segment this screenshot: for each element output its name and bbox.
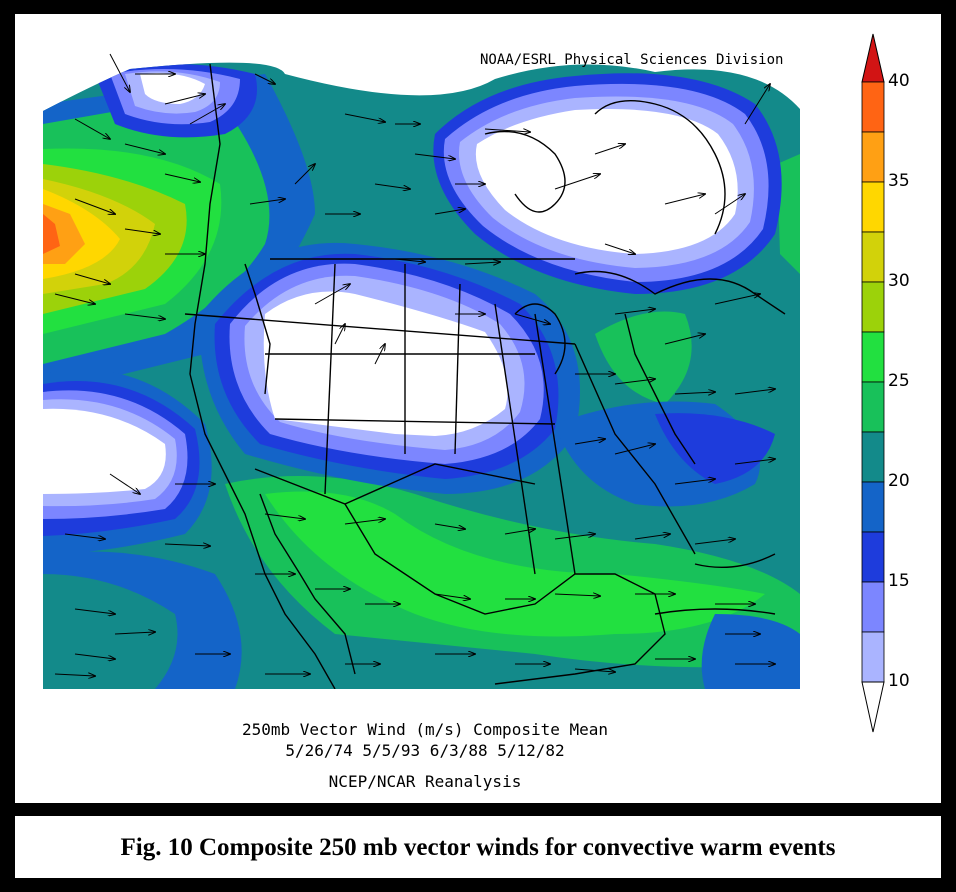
wind-vector-arrow <box>554 174 600 190</box>
wind-vector-arrow <box>714 194 745 215</box>
wind-vector-arrow <box>74 198 115 214</box>
wind-vector-arrow <box>434 523 465 529</box>
wind-vector-arrow <box>54 674 95 676</box>
wind-vector-arrow <box>744 84 770 125</box>
wind-vector-arrow <box>514 313 550 324</box>
colorbar-level <box>861 381 885 433</box>
wind-vector-arrow <box>74 653 115 659</box>
wind-vector-arrow <box>109 473 140 494</box>
wind-vector-arrow <box>249 199 285 205</box>
wind-vector-arrow <box>714 294 760 305</box>
wind-vector-arrow <box>414 153 455 159</box>
map-boundaries <box>184 63 786 690</box>
colorbar-tick-label: 25 <box>888 371 910 391</box>
colorbar <box>861 33 885 733</box>
wind-vector-arrow <box>124 228 160 234</box>
wind-vector-arrow <box>114 632 155 634</box>
colorbar-level <box>861 531 885 583</box>
wind-vector-arrow <box>164 544 210 546</box>
wind-vector-arrow <box>434 593 470 599</box>
credit-text: NOAA/ESRL Physical Sciences Division <box>480 52 784 68</box>
wind-vector-arrow <box>674 392 715 394</box>
wind-vector-arrow <box>164 94 205 105</box>
wind-vector-arrow <box>604 243 635 254</box>
wind-vector-arrow <box>254 73 275 84</box>
colorbar-level <box>861 281 885 333</box>
map-dates: 5/26/74 5/5/93 6/3/88 5/12/82 <box>285 741 565 760</box>
wind-map <box>43 53 800 690</box>
wind-vector-arrow <box>314 284 350 305</box>
wind-vector-arrow <box>554 594 600 596</box>
colorbar-min-triangle <box>861 681 885 733</box>
wind-vector-arrow <box>334 324 345 345</box>
wind-vector-arrow <box>294 164 315 185</box>
wind-speed-contours <box>43 62 800 690</box>
wind-vector-arrow <box>664 334 705 345</box>
colorbar-max-triangle <box>861 33 885 83</box>
wind-vector-arrow <box>614 309 655 315</box>
wind-vector-arrow <box>504 529 535 535</box>
figure-caption: Fig. 10 Composite 250 mb vector winds fo… <box>120 834 836 861</box>
wind-vector-arrow <box>574 669 615 672</box>
colorbar-level <box>861 81 885 133</box>
wind-vector-arrow <box>434 209 465 215</box>
map-source: NCEP/NCAR Reanalysis <box>328 772 522 791</box>
wind-vector-arrow <box>484 128 530 132</box>
wind-vector-arrow <box>74 118 110 139</box>
wind-vector-arrow <box>109 53 130 92</box>
colorbar-level <box>861 181 885 233</box>
colorbar-level <box>861 331 885 383</box>
wind-vectors <box>54 53 775 676</box>
colorbar-level <box>861 581 885 633</box>
wind-vector-arrow <box>124 313 165 319</box>
wind-vector-arrow <box>614 379 655 385</box>
wind-vector-arrow <box>634 534 670 540</box>
colorbar-level <box>861 631 885 683</box>
wind-vector-arrow <box>464 262 500 264</box>
figure-panel: NOAA/ESRL Physical Sciences Division 250… <box>15 14 941 803</box>
wind-vector-arrow <box>164 173 200 182</box>
colorbar-level <box>861 231 885 283</box>
colorbar-tick-label: 20 <box>888 471 910 491</box>
wind-vector-arrow <box>574 439 605 445</box>
wind-vector-arrow <box>694 539 735 545</box>
wind-vector-arrow <box>74 273 110 284</box>
wind-vector-arrow <box>54 293 95 304</box>
wind-vector-arrow <box>74 608 115 614</box>
wind-vector-arrow <box>394 259 425 262</box>
caption-box: Fig. 10 Composite 250 mb vector winds fo… <box>15 816 941 878</box>
wind-vector-arrow <box>124 143 165 154</box>
wind-vector-arrow <box>554 534 595 540</box>
wind-vector-arrow <box>344 519 385 525</box>
colorbar-level <box>861 131 885 183</box>
wind-vector-arrow <box>734 389 775 395</box>
colorbar-tick-label: 15 <box>888 571 910 591</box>
colorbar-tick-label: 35 <box>888 171 910 191</box>
wind-vector-arrow <box>374 183 410 189</box>
wind-vector-arrow <box>734 459 775 465</box>
wind-vector-arrow <box>264 513 305 519</box>
map-title: 250mb Vector Wind (m/s) Composite Mean <box>241 720 609 739</box>
colorbar-tick-label: 30 <box>888 271 910 291</box>
wind-vector-arrow <box>674 479 715 485</box>
colorbar-level <box>861 431 885 483</box>
colorbar-level <box>861 481 885 533</box>
wind-vector-arrow <box>664 194 705 205</box>
wind-vector-arrow <box>344 113 385 122</box>
wind-vector-arrow <box>64 533 105 539</box>
wind-vector-arrow <box>594 144 625 155</box>
colorbar-tick-label: 10 <box>888 671 910 691</box>
wind-vector-arrow <box>189 104 225 125</box>
colorbar-tick-label: 40 <box>888 71 910 91</box>
wind-vector-arrow <box>374 344 385 365</box>
wind-vector-arrow <box>614 444 655 455</box>
